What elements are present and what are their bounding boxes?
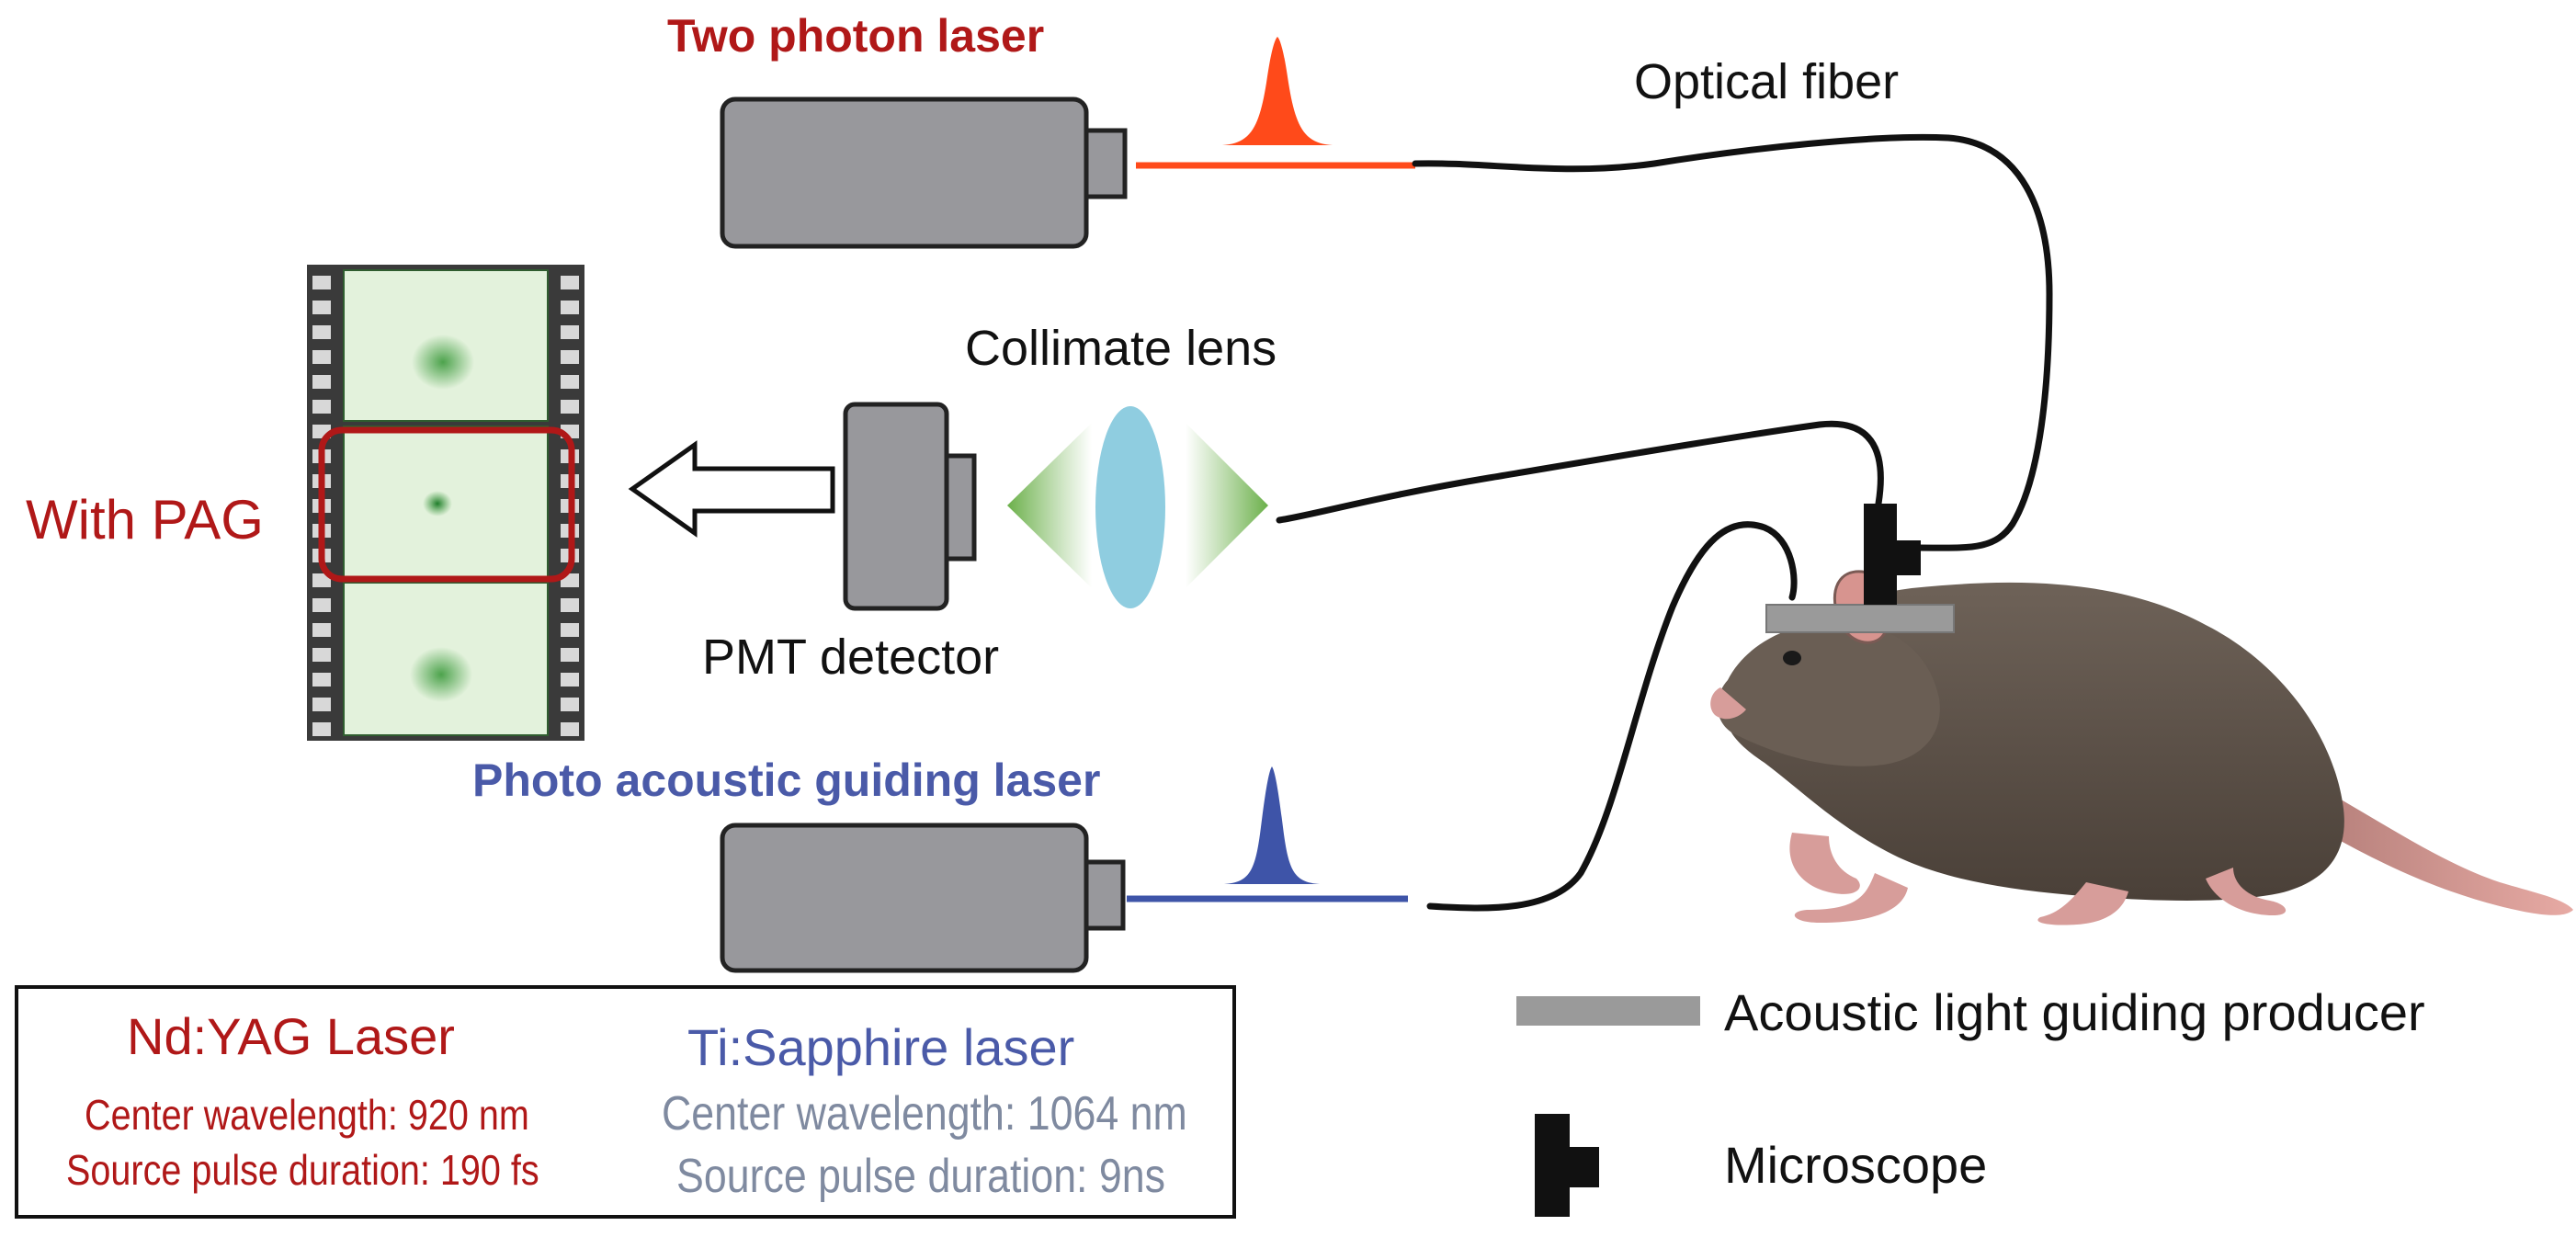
film-sprocket-hole xyxy=(312,573,331,587)
collimate-lens-label: Collimate lens xyxy=(965,321,1277,376)
film-sprocket-hole xyxy=(312,325,331,339)
film-sprocket-hole xyxy=(312,598,331,612)
film-sprocket-hole xyxy=(561,722,579,736)
rat-head xyxy=(1717,621,1940,766)
collection-fiber xyxy=(1276,420,1884,524)
tisapphire-title: Ti:Sapphire laser xyxy=(687,1018,1075,1076)
collimate-lens-assembly xyxy=(1007,406,1268,608)
film-sprocket-hole xyxy=(561,375,579,389)
film-sprocket-hole xyxy=(561,400,579,414)
two-photon-laser-nozzle xyxy=(1084,128,1128,199)
rat-front-paw xyxy=(1794,873,1908,923)
two-photon-laser-unit xyxy=(720,37,1415,249)
photo-acoustic-laser-unit xyxy=(720,766,1408,973)
photo-acoustic-laser-label: Photo acoustic guiding laser xyxy=(472,755,1101,806)
film-sprocket-hole xyxy=(312,350,331,364)
rat-snout xyxy=(1710,687,1746,720)
laser-specs-box xyxy=(15,985,1236,1219)
film-sprocket-hole xyxy=(312,722,331,736)
legend-producer-swatch xyxy=(1516,996,1700,1026)
film-sprocket-hole xyxy=(312,400,331,414)
ndyag-pulse-duration: Source pulse duration: 190 fs xyxy=(66,1146,539,1194)
two-photon-laser-label: Two photon laser xyxy=(667,10,1045,62)
rat-tail xyxy=(2316,790,2573,915)
fluorescence-spot xyxy=(410,647,472,702)
film-sprocket-hole xyxy=(312,623,331,637)
fluorescence-spot xyxy=(412,335,474,390)
legend-microscope-label: Microscope xyxy=(1724,1136,1988,1194)
pmt-detector-label: PMT detector xyxy=(702,630,1000,685)
film-sprocket-hole xyxy=(561,623,579,637)
optical-fiber-label: Optical fiber xyxy=(1634,54,1900,109)
film-sprocket-hole xyxy=(561,698,579,711)
tisapphire-wavelength: Center wavelength: 1064 nm xyxy=(662,1087,1187,1141)
legend-producer-label: Acoustic light guiding producer xyxy=(1724,983,2425,1041)
collimate-lens-icon xyxy=(1095,406,1165,608)
with-pag-label: With PAG xyxy=(26,489,264,550)
film-sprocket-hole xyxy=(561,598,579,612)
film-sprocket-hole xyxy=(561,325,579,339)
film-sprocket-hole xyxy=(561,350,579,364)
film-sprocket-hole xyxy=(312,673,331,687)
red-pulse-icon xyxy=(1222,37,1333,145)
film-sprocket-hole xyxy=(312,301,331,314)
fluorescence-spot-focused xyxy=(423,491,452,516)
acoustic-producer-on-head xyxy=(1765,604,1955,633)
pmt-detector xyxy=(843,402,977,611)
film-sprocket-hole xyxy=(561,673,579,687)
optical-fiber-main xyxy=(1412,133,2053,551)
tisapphire-pulse-duration: Source pulse duration: 9ns xyxy=(676,1150,1166,1203)
ndyag-wavelength: Center wavelength: 920 nm xyxy=(85,1091,529,1139)
rat-illustration xyxy=(1710,570,2573,925)
two-photon-laser-body xyxy=(720,96,1089,249)
guiding-fiber xyxy=(1426,521,1798,912)
signal-arrow-icon xyxy=(628,440,835,538)
image-film-strip xyxy=(307,265,584,741)
film-sprocket-hole xyxy=(312,648,331,662)
photo-acoustic-laser-body xyxy=(720,823,1089,973)
film-sprocket-hole xyxy=(561,648,579,662)
rat-hind-paw xyxy=(2037,882,2128,925)
ndyag-title: Nd:YAG Laser xyxy=(127,1007,455,1065)
microscope-on-head-icon xyxy=(1864,504,1921,605)
film-sprocket-hole xyxy=(312,276,331,289)
film-sprocket-hole xyxy=(561,276,579,289)
rat-hind-paw xyxy=(2206,868,2287,915)
photo-acoustic-laser-nozzle xyxy=(1084,859,1126,931)
light-cone-left xyxy=(1007,423,1092,588)
light-cone-right xyxy=(1186,423,1268,588)
rat-front-paw xyxy=(1789,833,1860,894)
legend-microscope-icon xyxy=(1535,1114,1599,1217)
film-sprocket-hole xyxy=(312,698,331,711)
rat-eye xyxy=(1783,651,1801,665)
pag-highlight-box xyxy=(318,426,575,583)
film-sprocket-hole xyxy=(561,301,579,314)
blue-pulse-icon xyxy=(1224,766,1320,884)
film-sprocket-hole xyxy=(312,375,331,389)
